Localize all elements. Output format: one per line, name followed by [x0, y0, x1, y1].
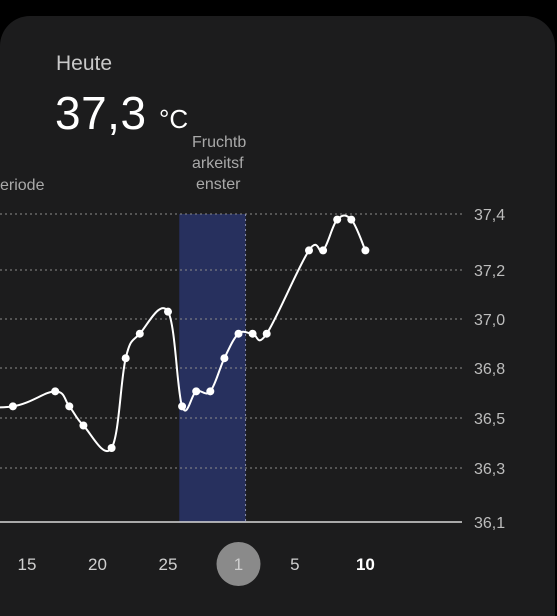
- y-tick-label: 37,0: [474, 312, 505, 329]
- temperature-point: [135, 329, 144, 338]
- y-axis-ticks: 36,1 36,3 36,5 36,8 37,0 37,2 37,4: [474, 207, 505, 532]
- y-tick-label: 36,8: [474, 361, 505, 378]
- temperature-point: [164, 307, 172, 316]
- temperature-point: [121, 354, 130, 363]
- y-tick-label: 37,4: [474, 207, 505, 224]
- y-tick-label: 36,1: [474, 515, 505, 532]
- y-tick-label: 37,2: [474, 263, 505, 280]
- temperature-point: [51, 387, 60, 396]
- temperature-point: [79, 421, 88, 430]
- today-label: Heute: [56, 52, 113, 75]
- temperature-point: [361, 246, 370, 255]
- temperature-point: [178, 402, 187, 411]
- temperature-point: [206, 387, 215, 396]
- y-tick-label: 36,5: [474, 411, 505, 428]
- temperature-series: [0, 214, 370, 452]
- day-tick-5[interactable]: 5: [290, 555, 299, 574]
- period-phase-label: eriode: [0, 177, 45, 194]
- temperature-point: [107, 444, 116, 452]
- temperature-point: [234, 329, 243, 338]
- temperature-point: [220, 354, 229, 363]
- phase-labels: eriode Fruchtb arkeitsf enster: [0, 134, 246, 194]
- temperature-unit: °C: [159, 104, 189, 134]
- y-tick-label: 36,3: [474, 461, 505, 478]
- temperature-point: [262, 329, 271, 338]
- temperature-point: [333, 215, 342, 224]
- day-tick-10[interactable]: 10: [356, 555, 375, 574]
- phase-bands: [179, 214, 247, 522]
- fertile-window-label-line-3: enster: [196, 176, 241, 193]
- day-tick-15[interactable]: 15: [18, 555, 37, 574]
- day-tick-20[interactable]: 20: [88, 555, 107, 574]
- day-tick-1[interactable]: 1: [234, 555, 243, 574]
- temperature-card: Heute 37,3 °C 36,1 36,3 36,5 36,8 37,0 37,2 37…: [0, 16, 555, 616]
- today-temperature-value: 37,3: [55, 87, 147, 139]
- fertile-window-label-line-1: Fruchtb: [192, 134, 246, 151]
- temperature-point: [192, 387, 201, 396]
- selected-day-indicator[interactable]: [216, 542, 261, 586]
- day-tick-25[interactable]: 25: [159, 555, 178, 574]
- temperature-point: [248, 329, 257, 338]
- temperature-point: [8, 402, 17, 411]
- temperature-point: [65, 402, 74, 411]
- x-axis-day-ticks[interactable]: 15 20 25 1 5 10: [18, 542, 375, 586]
- temperature-chart[interactable]: 36,1 36,3 36,5 36,8 37,0 37,2 37,4 eriode Fruc…: [0, 16, 555, 600]
- temperature-point: [347, 215, 356, 224]
- fertile-window-label-line-2: arkeitsf: [192, 155, 244, 172]
- temperature-point: [319, 246, 328, 255]
- temperature-point: [305, 246, 313, 255]
